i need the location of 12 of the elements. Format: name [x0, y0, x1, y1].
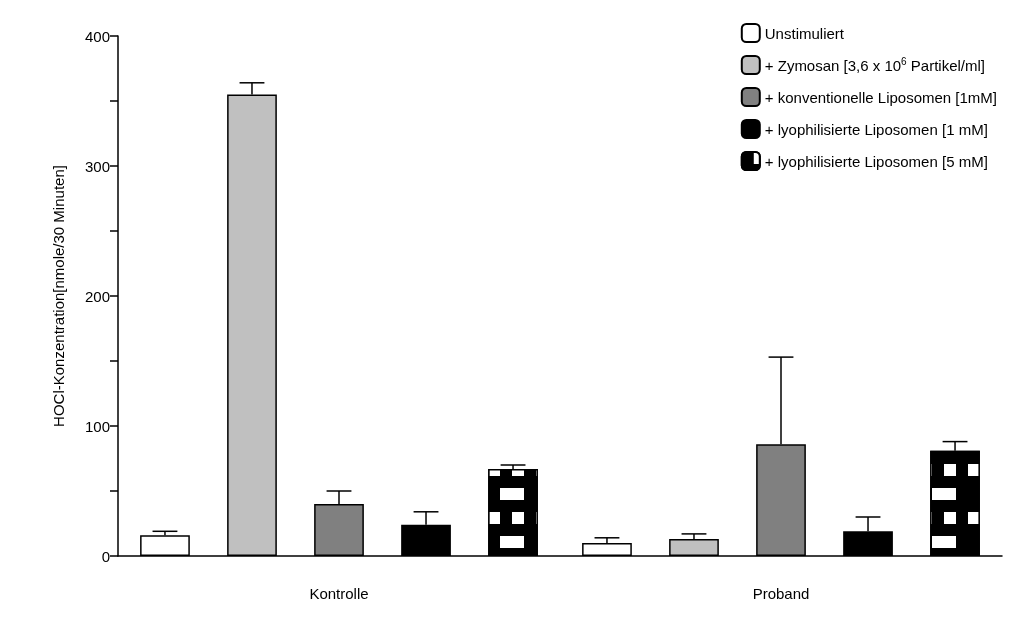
legend-label: Unstimuliert [764, 24, 845, 42]
legend-label: + lyophilisierte Liposomen [5 mM] [764, 152, 988, 170]
legend-label: + lyophilisierte Liposomen [1 mM] [764, 120, 988, 138]
x-tick-label: Kontrolle [309, 585, 369, 602]
y-tick-label: 300 [84, 157, 110, 175]
y-tick-label: 200 [84, 287, 110, 305]
y-tick-label: 100 [84, 417, 110, 435]
x-tick-label: Proband [752, 585, 810, 602]
y-tick-label: 0 [101, 547, 110, 565]
y-axis-title: HOCl-Konzentration[nmole/30 Minuten] [50, 165, 67, 427]
legend-label: + konventionelle Liposomen [1mM] [764, 88, 997, 106]
y-tick-label: 400 [84, 27, 110, 45]
